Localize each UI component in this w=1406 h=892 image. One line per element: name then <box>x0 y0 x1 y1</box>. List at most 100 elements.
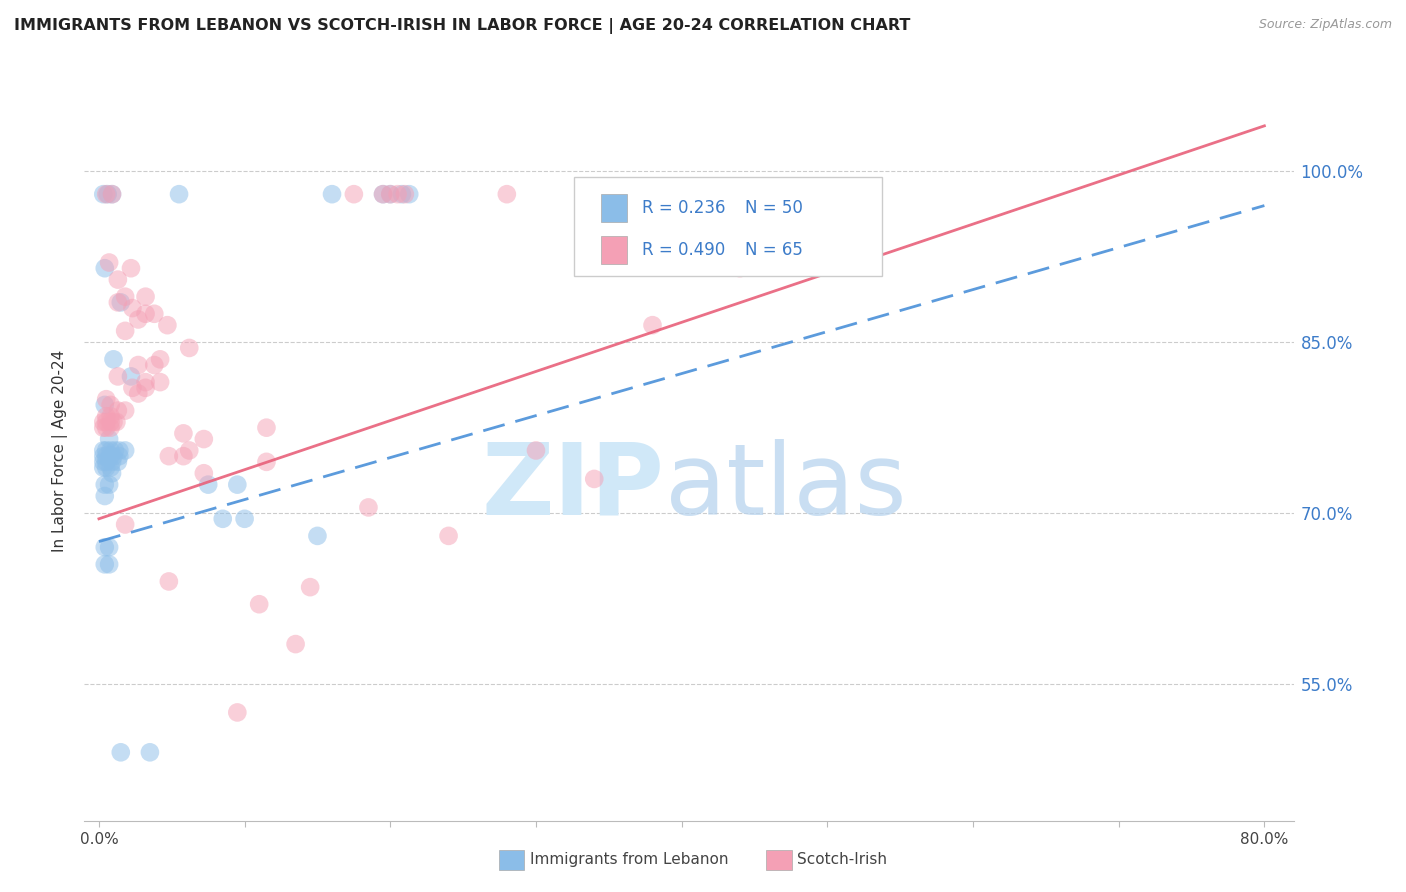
Point <box>94 261 117 276</box>
Point <box>94 489 117 503</box>
FancyBboxPatch shape <box>600 194 627 222</box>
Text: Source: ZipAtlas.com: Source: ZipAtlas.com <box>1258 18 1392 31</box>
Text: R = 0.490: R = 0.490 <box>641 242 725 260</box>
Point <box>100 398 122 412</box>
Point <box>107 272 129 286</box>
Point <box>98 477 121 491</box>
Point <box>149 375 172 389</box>
Point <box>91 455 114 469</box>
Point <box>120 369 142 384</box>
Point <box>127 312 149 326</box>
Point <box>135 381 157 395</box>
Text: N = 50: N = 50 <box>745 199 803 217</box>
Point <box>127 386 149 401</box>
Point <box>110 745 132 759</box>
Point <box>98 255 121 269</box>
Point <box>391 187 413 202</box>
Point <box>371 187 394 202</box>
Point <box>157 449 180 463</box>
Point <box>114 403 136 417</box>
Text: R = 0.236: R = 0.236 <box>641 199 725 217</box>
Point <box>728 261 751 276</box>
Point <box>197 477 219 491</box>
Point <box>284 637 307 651</box>
Point <box>371 187 394 202</box>
Point <box>96 460 118 475</box>
Point <box>583 472 606 486</box>
Point <box>96 420 118 434</box>
Point <box>357 500 380 515</box>
Point <box>107 403 129 417</box>
Point <box>135 290 157 304</box>
Point <box>121 381 143 395</box>
Point <box>307 529 329 543</box>
Text: Immigrants from Lebanon: Immigrants from Lebanon <box>530 853 728 867</box>
Point <box>226 706 249 720</box>
Point <box>380 187 402 202</box>
Point <box>96 187 118 202</box>
Text: Scotch-Irish: Scotch-Irish <box>797 853 887 867</box>
Point <box>103 449 125 463</box>
Point <box>135 375 157 389</box>
Point <box>398 187 420 202</box>
Point <box>100 409 122 424</box>
Point <box>104 443 127 458</box>
Point <box>143 307 166 321</box>
Point <box>101 187 124 202</box>
Point <box>193 432 215 446</box>
Point <box>167 187 190 202</box>
Point <box>103 352 125 367</box>
Point <box>91 443 114 458</box>
Point <box>94 477 117 491</box>
Text: ZIP: ZIP <box>482 439 665 536</box>
Point <box>211 512 233 526</box>
Point <box>110 295 132 310</box>
Point <box>107 295 129 310</box>
Point <box>101 467 124 481</box>
Point <box>91 449 114 463</box>
Point <box>495 187 517 202</box>
Point <box>94 398 117 412</box>
Point <box>114 324 136 338</box>
Point <box>100 420 122 434</box>
Point <box>321 187 343 202</box>
Point <box>100 449 122 463</box>
Point <box>343 187 366 202</box>
Point <box>247 597 270 611</box>
Point <box>91 415 114 429</box>
Point <box>179 443 201 458</box>
FancyBboxPatch shape <box>600 236 627 264</box>
Point <box>98 432 121 446</box>
Point <box>107 455 129 469</box>
Point <box>96 455 118 469</box>
Y-axis label: In Labor Force | Age 20-24: In Labor Force | Age 20-24 <box>52 350 69 551</box>
Point <box>101 455 124 469</box>
Point <box>96 392 118 407</box>
Point <box>100 415 122 429</box>
Point <box>114 443 136 458</box>
Point <box>101 187 124 202</box>
Point <box>91 420 114 434</box>
Point <box>193 467 215 481</box>
Point <box>103 415 125 429</box>
Point <box>96 409 118 424</box>
Point <box>299 580 322 594</box>
Point <box>94 558 117 572</box>
Point <box>437 529 460 543</box>
Point <box>157 574 180 589</box>
Point <box>226 477 249 491</box>
Point <box>172 426 194 441</box>
Point <box>96 449 118 463</box>
Point <box>120 261 142 276</box>
Point <box>127 358 149 372</box>
Point <box>96 443 118 458</box>
Point <box>380 187 402 202</box>
Point <box>94 541 117 555</box>
Point <box>149 352 172 367</box>
Point <box>108 443 131 458</box>
FancyBboxPatch shape <box>574 177 883 277</box>
Text: atlas: atlas <box>665 439 907 536</box>
Text: IMMIGRANTS FROM LEBANON VS SCOTCH-IRISH IN LABOR FORCE | AGE 20-24 CORRELATION C: IMMIGRANTS FROM LEBANON VS SCOTCH-IRISH … <box>14 18 911 34</box>
Point <box>100 443 122 458</box>
Point <box>641 318 664 333</box>
